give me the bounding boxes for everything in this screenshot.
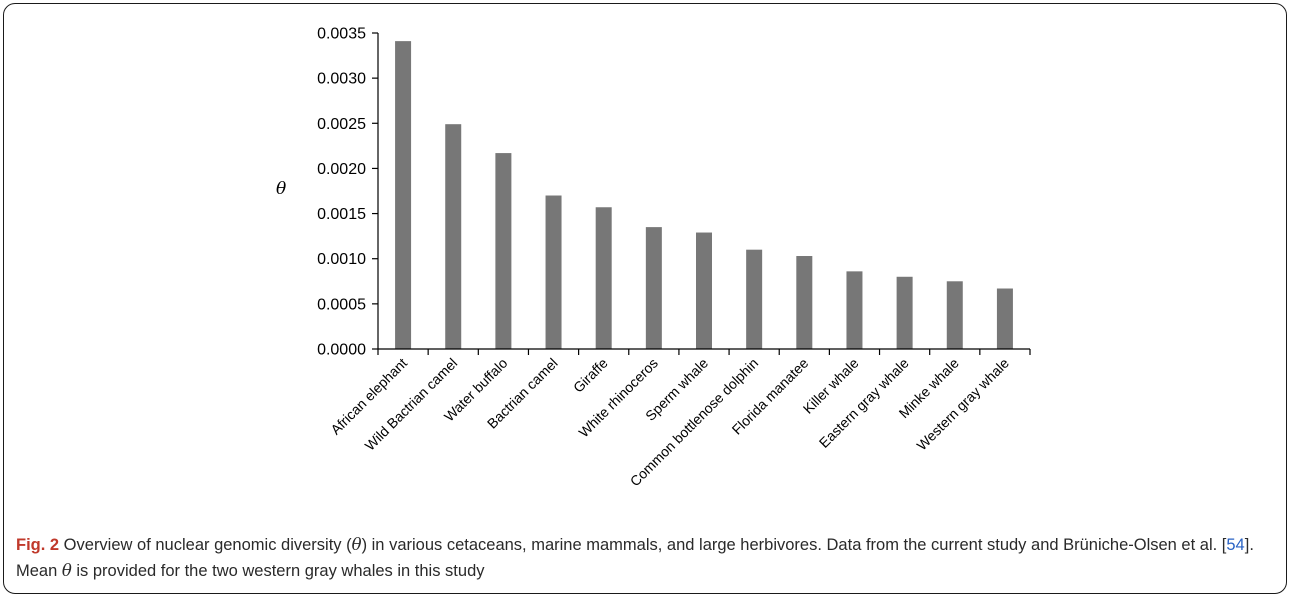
y-tick-label: 0.0010 (317, 251, 366, 268)
y-axis: 0.0000 0.0005 0.0010 0.0015 0.0020 0.0025 0.00… (317, 26, 379, 359)
caption-text-4: is provided for the two western gray wha… (71, 562, 485, 580)
bar (645, 227, 662, 349)
y-axis-label: θ (276, 179, 286, 199)
bar (445, 124, 462, 349)
bar (896, 276, 913, 349)
y-tick-label: 0.0035 (317, 26, 366, 43)
bar (595, 207, 612, 349)
y-tick-label: 0.0000 (317, 342, 366, 359)
bar-chart: 0.0000 0.0005 0.0010 0.0015 0.0020 0.0025 0.00… (276, 26, 1031, 489)
y-tick-label: 0.0020 (317, 161, 366, 178)
bar (545, 195, 562, 349)
y-tick-label: 0.0030 (317, 71, 366, 88)
caption-theta-1: θ (351, 535, 362, 554)
caption-reference-link[interactable]: 54 (1226, 536, 1245, 554)
figure-frame (3, 3, 1287, 594)
x-tick-label: Eastern gray whale (816, 355, 912, 451)
y-tick-label: 0.0005 (317, 296, 366, 313)
caption-text-3: ]. Mean (16, 536, 1254, 580)
caption-text-1: Overview of nuclear genomic diversity ( (59, 536, 352, 554)
figure-caption: Fig. 2 Overview of nuclear genomic diver… (16, 532, 1271, 584)
bar (946, 281, 963, 349)
y-tick-label: 0.0025 (317, 116, 366, 133)
x-tick-label: Giraffe (570, 355, 611, 396)
caption-figure-label: Fig. 2 (16, 536, 60, 554)
bar (796, 256, 813, 349)
x-tick-label: Wild Bactrian camel (362, 355, 461, 454)
bar (746, 249, 763, 349)
bar (696, 232, 712, 349)
x-tick-label: Western gray whale (913, 355, 1012, 454)
bar (996, 288, 1013, 349)
caption-theta-2: θ (61, 561, 72, 580)
bar (495, 153, 512, 349)
bar (846, 271, 863, 349)
bars (395, 41, 1013, 350)
y-tick-label: 0.0015 (317, 206, 366, 223)
bar (395, 41, 412, 350)
caption-text-2: ) in various cetaceans, marine mammals, … (361, 536, 1227, 554)
